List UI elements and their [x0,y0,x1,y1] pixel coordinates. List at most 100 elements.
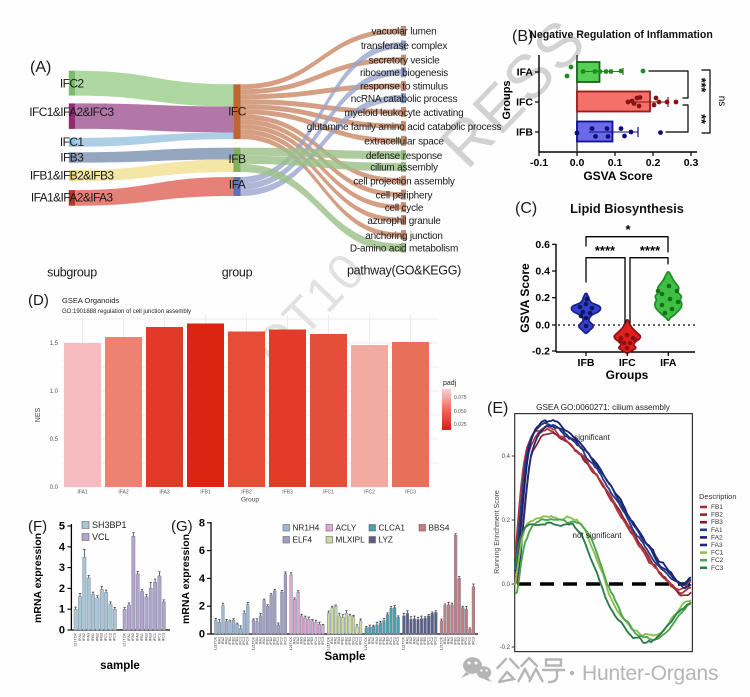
svg-text:SH3BP1: SH3BP1 [92,520,127,530]
svg-text:IFB: IFB [228,152,246,166]
svg-text:0.1: 0.1 [608,157,623,169]
svg-text:IFB3: IFB3 [149,633,153,641]
svg-text:IFC1: IFC1 [314,637,318,645]
svg-text:significant: significant [574,433,610,442]
svg-text:IFA2: IFA2 [131,633,135,641]
svg-text:IFB: IFB [578,357,595,369]
svg-text:FC2: FC2 [711,557,724,564]
svg-text:IFB1: IFB1 [228,637,232,645]
svg-text:IFC1&IFA2&IFC3: IFC1&IFA2&IFC3 [29,105,114,119]
svg-text:GSEA GO:0060271: cilium assemb: GSEA GO:0060271: cilium assembly [536,403,671,412]
svg-text:0.6: 0.6 [535,239,550,251]
svg-text:IFB3: IFB3 [385,637,389,645]
svg-text:IFA1: IFA1 [368,637,372,644]
svg-text:GSVA Score: GSVA Score [518,263,532,333]
svg-text:cell projection assembly: cell projection assembly [353,176,455,187]
svg-text:1.5: 1.5 [50,341,59,347]
svg-text:3: 3 [59,562,65,574]
svg-text:0.0: 0.0 [50,485,59,491]
svg-text:IFC: IFC [516,97,533,109]
svg-text:IFC2: IFC2 [430,637,434,645]
svg-text:BBS4: BBS4 [429,524,450,533]
svg-text:IFB3: IFB3 [348,637,352,645]
svg-text:IFC1: IFC1 [239,637,243,645]
svg-text:IFC2: IFC2 [468,637,472,645]
svg-text:IFB1: IFB1 [416,637,420,645]
svg-text:IFC2: IFC2 [60,77,85,91]
svg-text:extracellular space: extracellular space [364,137,444,148]
svg-text:(D): (D) [28,292,49,309]
svg-text:121TCK: 121TCK [327,636,331,650]
svg-text:121TCK: 121TCK [402,636,406,650]
svg-text:121TCK: 121TCK [364,636,368,650]
svg-text:IFC: IFC [228,105,247,119]
svg-text:6: 6 [199,545,205,557]
svg-text:IFC1: IFC1 [104,633,108,641]
svg-text:GSVA Score: GSVA Score [583,169,653,183]
svg-text:IFB1: IFB1 [454,637,458,645]
svg-text:GO:1901888 regulation of cell: GO:1901888 regulation of cell junction a… [62,309,191,315]
svg-text:IFC3: IFC3 [471,637,475,645]
svg-text:0.2: 0.2 [535,292,550,304]
svg-text:0.3: 0.3 [684,157,699,169]
svg-text:IFC1: IFC1 [276,637,280,645]
svg-text:IFC3: IFC3 [358,637,362,645]
svg-text:IFA2: IFA2 [409,637,413,644]
svg-text:group: group [222,266,253,280]
svg-text:0.5: 0.5 [50,437,59,443]
svg-text:IFA: IFA [660,357,677,369]
svg-text:FC1: FC1 [711,550,724,557]
svg-text:FC3: FC3 [711,565,724,572]
svg-text:IFB3: IFB3 [235,637,239,645]
svg-text:0: 0 [199,629,205,641]
svg-text:Description: Description [699,492,737,501]
svg-text:121TCK: 121TCK [251,636,255,650]
svg-text:anchoring junction: anchoring junction [365,231,443,242]
svg-text:IFC: IFC [619,357,636,369]
svg-text:(A): (A) [30,59,51,76]
svg-text:glutamine family amino acid ca: glutamine family amino acid catabolic pr… [307,122,502,133]
svg-text:IFA3: IFA3 [337,637,341,644]
svg-text:IFA1: IFA1 [330,637,334,644]
svg-text:ACLY: ACLY [336,524,357,533]
svg-text:IFA3: IFA3 [412,637,416,644]
svg-text:IFB3: IFB3 [60,150,84,164]
svg-text:IFB3: IFB3 [461,637,465,645]
svg-text:4: 4 [199,573,206,585]
svg-text:IFA1&IFA2&IFA3: IFA1&IFA2&IFA3 [31,191,114,205]
svg-text:IFA1: IFA1 [292,637,296,644]
svg-text:Running Enrichment Score: Running Enrichment Score [494,490,501,574]
svg-text:ns: ns [716,96,727,107]
svg-text:Groups: Groups [501,80,513,119]
svg-text:defense response: defense response [366,151,443,162]
svg-text:GSEA Organoids: GSEA Organoids [62,296,119,305]
svg-text:IFB2: IFB2 [241,490,252,496]
svg-text:pathway(GO&KEGG): pathway(GO&KEGG) [347,264,461,278]
svg-text:IFB3: IFB3 [423,637,427,645]
svg-text:VCL: VCL [92,532,110,542]
svg-text:cell periphery: cell periphery [376,190,433,201]
svg-text:ncRNA catabolic process: ncRNA catabolic process [351,94,458,105]
svg-text:LYZ: LYZ [379,536,393,545]
svg-text:0.075: 0.075 [454,395,467,401]
svg-text:0.050: 0.050 [454,409,467,415]
svg-text:-0.2: -0.2 [500,645,511,651]
svg-text:(F): (F) [28,518,47,535]
svg-text:FA1: FA1 [711,527,723,534]
svg-text:1: 1 [59,604,65,616]
svg-text:0.2: 0.2 [502,518,511,524]
svg-text:0.025: 0.025 [454,422,467,428]
svg-text:IFB3: IFB3 [273,637,277,645]
svg-text:IFA3: IFA3 [450,637,454,644]
svg-text:IFA3: IFA3 [375,637,379,644]
svg-text:IFA3: IFA3 [262,637,266,644]
svg-text:0.4: 0.4 [502,454,511,460]
svg-text:IFA1: IFA1 [217,637,221,644]
svg-text:**: ** [694,114,708,124]
svg-text:121TCK: 121TCK [74,633,78,647]
svg-text:sample: sample [100,660,140,672]
svg-text:vacuolar lumen: vacuolar lumen [371,27,436,38]
svg-text:IFA3: IFA3 [87,633,91,641]
svg-text:IFA1: IFA1 [255,637,259,644]
svg-text:****: **** [640,243,661,258]
